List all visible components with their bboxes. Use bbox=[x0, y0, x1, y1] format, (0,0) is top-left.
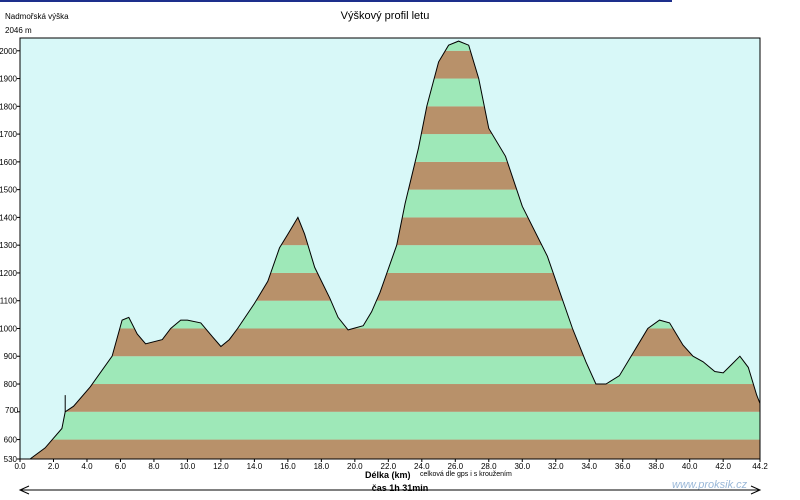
x-tick-label: 22.0 bbox=[381, 462, 397, 471]
y-tick-label: 900 bbox=[4, 352, 18, 361]
x-axis-ticks: 0.0 2.0 4.0 6.0 8.0 10.0 12.0 14.0 16.0 18.0 20.0 2… bbox=[14, 459, 768, 471]
x-tick-label: 30.0 bbox=[514, 462, 530, 471]
plot-frame bbox=[19, 37, 761, 460]
y-axis-ticks: 530 600 800 900 1000 1100 1200 1300 1400 1500 1600… bbox=[0, 47, 20, 464]
y-tick-label: 1600 bbox=[0, 158, 18, 167]
time-arrow-left-head bbox=[18, 485, 30, 495]
x-tick-label: 18.0 bbox=[314, 462, 330, 471]
altitude-band bbox=[30, 439, 760, 459]
max-altitude-label: 2046 m bbox=[5, 26, 32, 35]
x-axis-note: celková dle gps i s kroužením bbox=[420, 471, 512, 478]
y-tick-label: 1500 bbox=[0, 186, 18, 195]
x-tick-label: 24.0 bbox=[414, 462, 430, 471]
y-tick-label: 1800 bbox=[0, 102, 18, 111]
x-tick-label: 38.0 bbox=[648, 462, 664, 471]
y-tick-label: 800 bbox=[4, 380, 18, 389]
x-tick-label: 10.0 bbox=[180, 462, 196, 471]
x-tick-label: 26.0 bbox=[448, 462, 464, 471]
y-tick-label: 1900 bbox=[0, 75, 18, 84]
chart-title: Výškový profil letu bbox=[340, 10, 430, 22]
flight-time-label: čas 1h 31min bbox=[371, 483, 429, 493]
watermark-logo: www.proksik.cz bbox=[672, 479, 748, 491]
y-tick-label: 1000 bbox=[0, 324, 18, 333]
y-tick-label: 2000 bbox=[0, 47, 18, 56]
top-border-line bbox=[0, 0, 672, 2]
altitude-band bbox=[30, 411, 760, 440]
y-tick-label: 1700 bbox=[0, 130, 18, 139]
x-tick-label: 40.0 bbox=[682, 462, 698, 471]
x-tick-label: 6.0 bbox=[115, 462, 127, 471]
x-tick-label: 36.0 bbox=[615, 462, 631, 471]
altitude-profile-line bbox=[29, 40, 761, 460]
altitude-band bbox=[30, 384, 760, 412]
y-tick-label: 530 bbox=[4, 455, 18, 464]
y-tick-label: 1200 bbox=[0, 269, 18, 278]
x-tick-label: 32.0 bbox=[548, 462, 564, 471]
y-tick-label: 600 bbox=[4, 436, 18, 445]
x-axis-label: Délka (km) bbox=[365, 470, 411, 480]
y-tick-label: 1400 bbox=[0, 213, 18, 222]
x-tick-label: 42.0 bbox=[715, 462, 731, 471]
x-tick-label: 16.0 bbox=[280, 462, 296, 471]
y-tick-label: 1100 bbox=[0, 297, 18, 306]
x-tick-label: 34.0 bbox=[581, 462, 597, 471]
x-tick-label: 20.0 bbox=[347, 462, 363, 471]
x-tick-label: 28.0 bbox=[481, 462, 497, 471]
altitude-band bbox=[30, 356, 760, 385]
x-tick-label: 44.2 bbox=[752, 462, 768, 471]
x-tick-label: 14.0 bbox=[247, 462, 263, 471]
x-tick-label: 12.0 bbox=[213, 462, 229, 471]
x-tick-label: 2.0 bbox=[48, 462, 60, 471]
y-tick-label: 1300 bbox=[0, 241, 18, 250]
x-tick-label: 0.0 bbox=[14, 462, 26, 471]
x-tick-label: 8.0 bbox=[148, 462, 160, 471]
x-tick-label: 4.0 bbox=[81, 462, 93, 471]
altitude-band bbox=[30, 328, 760, 357]
time-arrow-right-head bbox=[750, 485, 762, 495]
flight-time-arrow bbox=[18, 485, 762, 495]
y-axis-label: Nadmořská výška bbox=[5, 12, 69, 21]
